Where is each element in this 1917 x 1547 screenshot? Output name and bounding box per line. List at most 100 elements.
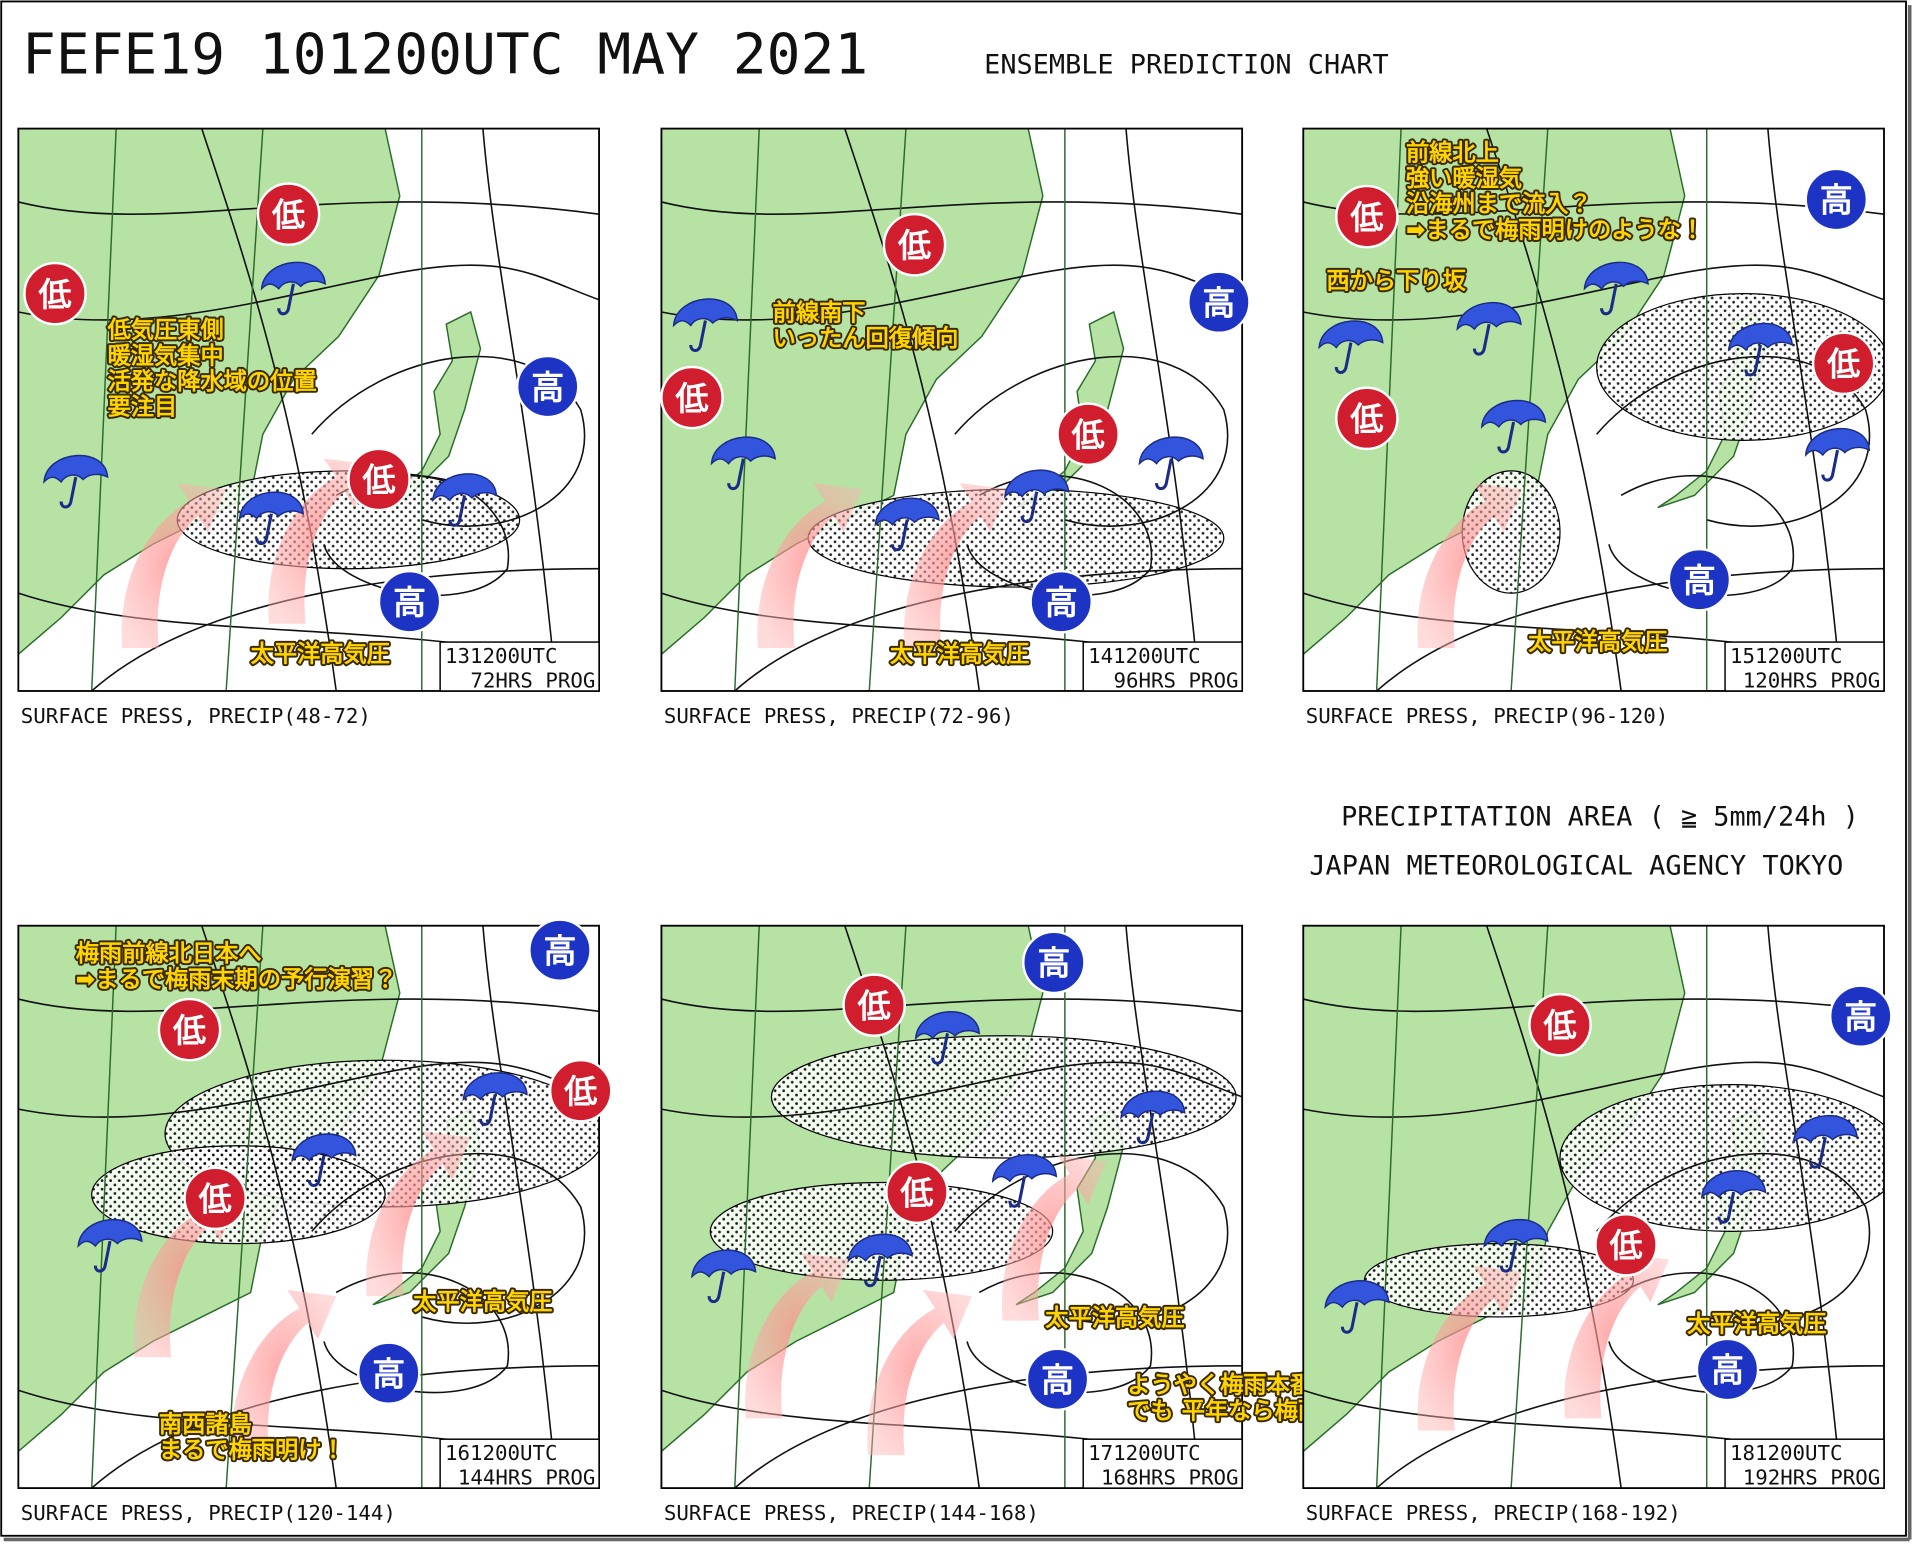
valid-time: 181200UTC — [1730, 1441, 1843, 1465]
pressure-system-badge — [1528, 992, 1592, 1057]
pressure-system-badge — [1187, 270, 1251, 334]
pressure-system-label: 低 — [857, 986, 891, 1025]
pressure-system-label: 高 — [393, 583, 426, 622]
valid-time-box — [1082, 641, 1243, 692]
meridian — [734, 128, 760, 691]
umbrella-handle — [307, 1155, 326, 1188]
moist-flow-arrow — [133, 1192, 239, 1358]
annotation: まるで梅雨明け！ — [159, 1437, 345, 1464]
pressure-system-badge — [1056, 402, 1120, 467]
rain-umbrella — [874, 497, 940, 552]
pressure-system-badge — [1811, 331, 1876, 396]
umbrella-canopy — [1583, 261, 1649, 291]
annotation: 太平洋高気圧 — [1687, 1311, 1826, 1338]
annotation: 西から下り坂 — [1326, 268, 1466, 295]
umbrella-canopy — [691, 1249, 757, 1279]
rain-umbrella — [710, 436, 776, 491]
rain-umbrella — [1483, 1219, 1549, 1273]
panel-border — [1302, 127, 1885, 692]
rain-umbrella — [462, 1072, 528, 1126]
moist-flow-arrow — [121, 483, 227, 649]
isobar — [661, 1061, 1243, 1118]
rain-umbrella — [672, 298, 739, 352]
moist-flow-arrow — [1417, 1265, 1523, 1431]
isobar — [661, 264, 1243, 321]
panel-caption: SURFACE PRESS, PRECIP(48-72) — [21, 704, 371, 728]
rain-umbrella — [43, 454, 109, 509]
land — [18, 128, 401, 656]
pressure-system-badge — [1025, 1347, 1090, 1412]
isobar — [18, 264, 600, 321]
isobar — [1767, 128, 1842, 691]
annotation: 梅雨前線北日本へ — [76, 940, 262, 967]
isobar — [1303, 1061, 1884, 1118]
umbrella-handle — [1334, 342, 1353, 374]
umbrella-handle — [1717, 1191, 1736, 1224]
umbrella-canopy — [1456, 302, 1522, 332]
pressure-system-label: 低 — [1349, 198, 1383, 237]
isobar — [1608, 1272, 1795, 1394]
isobar — [323, 474, 510, 597]
rain-umbrella — [1324, 1280, 1390, 1334]
pressure-system-badge — [842, 973, 906, 1037]
land — [1303, 128, 1686, 656]
pressure-system-label: 低 — [361, 461, 395, 500]
umbrella-canopy — [260, 261, 327, 291]
valid-time-box — [1082, 1438, 1243, 1489]
umbrella-canopy — [1004, 469, 1070, 499]
pressure-system-label: 高 — [1202, 283, 1235, 322]
annotation: ➡まるで梅雨末期の予行演習？ — [76, 966, 397, 993]
pressure-system-label: 低 — [899, 1173, 933, 1212]
pressure-system-badge — [660, 365, 724, 430]
land — [661, 128, 1044, 656]
isobar — [18, 998, 600, 1013]
rain-umbrella — [1583, 261, 1649, 316]
annotation: 太平洋高気圧 — [1045, 1304, 1184, 1331]
valid-time-box — [1724, 641, 1885, 692]
pressure-system-badge — [515, 354, 580, 419]
pressure-system-label: 高 — [1844, 997, 1877, 1036]
isobar — [18, 1061, 600, 1118]
map-panel: 低低低高高梅雨前線北日本へ➡まるで梅雨末期の予行演習？太平洋高気圧南西諸島まるで… — [17, 918, 613, 1525]
agency-label: JAPAN METEOROLOGICAL AGENCY TOKYO — [1309, 850, 1843, 881]
pressure-system-badge — [183, 1166, 247, 1231]
pressure-system-label: 高 — [1683, 561, 1716, 600]
pressure-system-label: 高 — [1711, 1351, 1744, 1390]
panel-border — [660, 127, 1244, 692]
rain-umbrella — [1804, 427, 1871, 482]
moist-flow-arrow — [904, 483, 1009, 649]
isobar — [1596, 1152, 1871, 1325]
isobar — [1767, 925, 1842, 1489]
panel-border — [17, 924, 600, 1490]
umbrella-handle — [864, 1255, 882, 1288]
isobar — [966, 1272, 1153, 1394]
pressure-system-badge — [1667, 547, 1732, 612]
umbrella-handle — [1821, 449, 1840, 482]
umbrella-handle — [448, 495, 467, 527]
isobar — [1303, 264, 1884, 321]
rain-umbrella — [431, 473, 498, 527]
umbrella-canopy — [77, 1219, 143, 1248]
annotation: 前線南下 — [773, 300, 866, 327]
isobar — [311, 1152, 586, 1325]
umbrella-canopy — [1480, 399, 1547, 429]
pressure-system-badge — [885, 1160, 949, 1225]
valid-time: 141200UTC — [1088, 644, 1201, 668]
pressure-system-label: 低 — [1071, 415, 1105, 454]
pressure-system-label: 低 — [172, 1011, 206, 1050]
forecast-hours: 144HRS PROG — [458, 1465, 596, 1489]
pressure-system-badge — [1594, 1213, 1658, 1277]
pressure-system-badge — [256, 182, 321, 246]
umbrella-handle — [1809, 1136, 1827, 1169]
umbrella-canopy — [1804, 427, 1871, 457]
pressure-system-label: 高 — [372, 1354, 405, 1393]
moist-flow-arrow — [366, 1131, 471, 1297]
valid-time: 151200UTC — [1730, 644, 1843, 668]
rain-umbrella — [260, 261, 327, 316]
annotation: 太平洋高気圧 — [251, 641, 390, 668]
meridian — [90, 925, 117, 1489]
panel-border — [660, 924, 1244, 1490]
valid-time-box — [1724, 1438, 1885, 1489]
